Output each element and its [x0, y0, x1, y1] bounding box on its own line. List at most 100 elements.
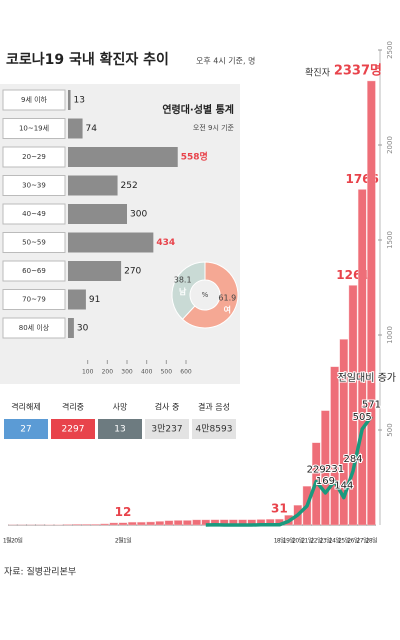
bar	[348, 285, 358, 526]
row-label: 60~69	[22, 267, 46, 275]
bar-value-label: 252	[121, 181, 138, 191]
stat-label: 사망	[113, 402, 128, 412]
x-tick-label: 19일	[283, 537, 294, 545]
x-tick-label: 28일	[366, 537, 377, 545]
y-tick-label: 500	[386, 423, 394, 436]
x-tick-label: 500	[161, 369, 173, 376]
line-value-label: 284	[343, 454, 362, 465]
x-tick-label: 18일	[274, 537, 285, 545]
bar	[173, 520, 183, 526]
row-label-box	[2, 289, 66, 310]
bar	[68, 118, 83, 139]
stat-label: 격리중	[62, 402, 84, 412]
bar	[164, 520, 174, 526]
line-value-label: 169	[316, 476, 335, 487]
bar	[183, 520, 192, 526]
x-tick-label: 100	[82, 369, 94, 376]
y-tick-label: 2000	[386, 136, 394, 154]
bar-value-label: 270	[124, 267, 141, 277]
y-tick-label: 2500	[386, 41, 394, 59]
bar-value-label: 558명	[181, 151, 208, 163]
bar	[68, 232, 154, 253]
stat-value: 2297	[62, 425, 85, 435]
bar	[192, 519, 201, 526]
bar-value-label: 74	[86, 124, 98, 134]
bar-value-label: 300	[130, 210, 147, 220]
bar-value-label: 31	[271, 502, 288, 516]
pie-slice	[171, 261, 206, 320]
row-label: 30~39	[22, 182, 46, 190]
stat-value: 4만8593	[196, 424, 233, 435]
bar	[321, 410, 330, 526]
bar-value-label: 2337명	[334, 62, 382, 78]
pie-value: 61.9	[218, 293, 236, 302]
x-tick-label: 22일	[311, 537, 322, 545]
stat-box	[4, 419, 48, 439]
bar-value-label: 91	[89, 295, 100, 305]
line	[205, 415, 373, 527]
row-label-box	[2, 260, 66, 282]
pie-value: 38.1	[174, 276, 192, 285]
bar	[109, 522, 119, 526]
row-label: 20~29	[22, 153, 46, 161]
stat-box	[145, 419, 189, 439]
pie-label: 여	[224, 304, 231, 314]
x-tick-label: 23일	[320, 537, 331, 545]
legend-label: 확진자	[305, 67, 331, 79]
line-value-label: 144	[334, 481, 353, 492]
stat-label: 결과 음성	[198, 402, 230, 412]
title: 코로나19 국내 확진자 추이	[6, 51, 169, 68]
bar-value-label: 434	[156, 238, 175, 248]
row-label: 70~79	[22, 296, 46, 304]
stat-label: 격리해제	[11, 402, 40, 412]
bar-value-label: 13	[74, 96, 85, 106]
bar-value-label: 12	[115, 505, 132, 519]
x-tick-label: 27일	[357, 537, 368, 545]
line-value-label: 571	[362, 400, 381, 411]
bar-value-label: 30	[77, 324, 89, 334]
bar	[137, 521, 146, 526]
row-label-box	[2, 317, 66, 339]
inset-subtitle: 오전 9시 기준	[193, 123, 235, 132]
bar	[127, 521, 137, 526]
stat-box	[51, 419, 95, 439]
bar	[81, 524, 91, 526]
inset-title: 연령대·성별 통계	[162, 103, 234, 116]
y-tick-label: 1000	[386, 326, 394, 344]
x-tick-label: 25일	[338, 537, 349, 545]
x-tick-label: 24일	[329, 537, 340, 545]
row-label: 9세 이하	[21, 95, 48, 104]
row-label: 80세 이상	[19, 323, 50, 332]
bar	[91, 524, 100, 526]
source: 자료: 질병관리본부	[4, 566, 76, 578]
bar	[68, 261, 122, 281]
x-tick-label: 300	[121, 369, 133, 376]
x-tick-label: 400	[141, 369, 153, 376]
bar	[68, 318, 74, 338]
bar	[100, 523, 109, 526]
pie-center-label: %	[202, 291, 209, 299]
bar	[339, 339, 349, 526]
x-tick-label: 26일	[347, 537, 358, 545]
bar	[155, 521, 165, 526]
row-label-box	[2, 146, 66, 168]
bar	[68, 289, 86, 310]
x-tick-label: 20일	[292, 537, 303, 545]
pie-label: 남	[179, 287, 187, 297]
bar	[72, 524, 82, 526]
bar	[68, 204, 127, 224]
row-label: 50~59	[22, 239, 46, 247]
stat-value: 13	[114, 425, 125, 435]
row-label-box	[2, 175, 66, 196]
row-label-box	[2, 232, 66, 253]
stat-value: 3만237	[151, 424, 182, 435]
x-tick-label: 600	[180, 369, 192, 376]
stat-box	[98, 419, 142, 439]
legend-label: 전일대비 증가	[338, 372, 396, 384]
x-tick-label: 21일	[301, 537, 312, 545]
stat-label: 검사 중	[155, 402, 180, 412]
stat-box	[192, 419, 236, 439]
stat-value: 27	[20, 425, 31, 435]
row-label-box	[2, 89, 66, 111]
